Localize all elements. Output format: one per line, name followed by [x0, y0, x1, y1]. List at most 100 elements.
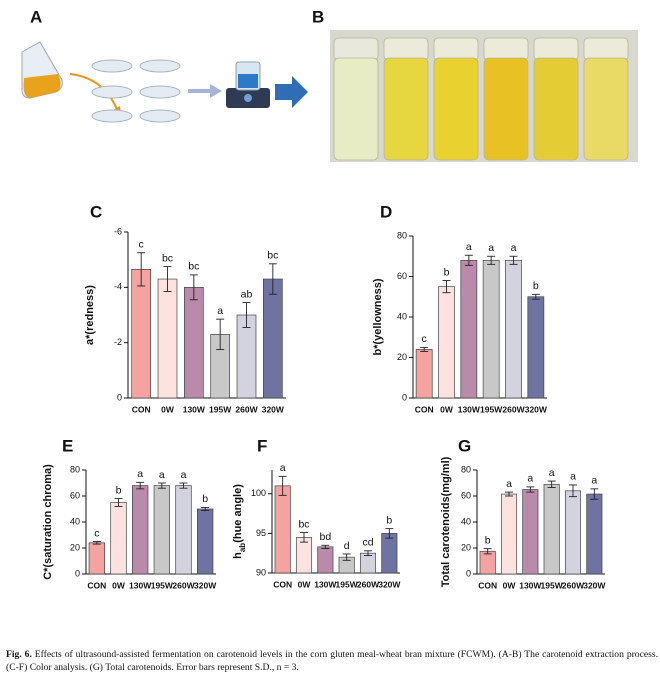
panel-label: F — [257, 436, 267, 455]
y-tick-label: -6 — [114, 226, 122, 236]
y-tick-label: 90 — [256, 567, 266, 577]
error-bar — [201, 506, 210, 512]
significance-letter: a — [466, 241, 472, 253]
caption-label: Fig. 6. — [6, 649, 32, 660]
panel-label: G — [458, 436, 471, 455]
error-bar — [364, 550, 372, 557]
bar — [184, 286, 204, 399]
x-tick-label: 320W — [194, 580, 217, 590]
error-bar — [526, 486, 535, 493]
bar — [460, 259, 478, 399]
panel-label: B — [312, 7, 324, 26]
bar — [586, 493, 603, 575]
bar — [522, 489, 539, 575]
y-axis-label: hab(hue angle) — [232, 484, 247, 559]
y-axis-label: Total carotenoids(mg/ml) — [440, 456, 452, 587]
y-axis-label-part: a*(redness) — [84, 285, 96, 345]
bar — [153, 485, 170, 575]
significance-letter: bc — [188, 261, 199, 273]
extraction-schematic — [21, 41, 308, 123]
y-tick-label: 80 — [461, 464, 471, 474]
y-tick-label: 60 — [70, 490, 80, 500]
significance-letter: b — [485, 534, 491, 546]
y-axis-label: C*(saturation chroma) — [42, 464, 54, 580]
error-bar — [189, 274, 198, 301]
significance-letter: a — [280, 462, 286, 474]
significance-letter: b — [202, 493, 208, 505]
significance-letter: cd — [362, 537, 373, 549]
error-bar — [268, 263, 277, 295]
bar — [415, 349, 433, 399]
x-tick-label: 0W — [503, 580, 517, 590]
error-bar — [92, 541, 101, 545]
significance-letter: ab — [241, 288, 253, 300]
x-tick-label: 320W — [525, 404, 548, 414]
y-tick-label: 40 — [461, 516, 471, 526]
bar — [527, 296, 545, 399]
error-bar — [531, 293, 540, 300]
error-bar — [342, 553, 351, 561]
y-tick-label: 95 — [256, 528, 266, 538]
x-tick-label: 260W — [562, 580, 585, 590]
significance-letter: b — [386, 514, 392, 526]
panel-label: A — [30, 7, 42, 26]
significance-letter: bc — [298, 518, 309, 530]
y-tick-label: -2 — [114, 337, 122, 347]
error-bar — [321, 544, 330, 549]
significance-letter: bd — [319, 531, 331, 543]
error-bar — [179, 482, 188, 489]
error-bar — [464, 254, 473, 266]
x-tick-label: 260W — [235, 404, 258, 414]
significance-letter: a — [137, 468, 143, 480]
x-tick-label: 195W — [151, 580, 174, 590]
y-tick-label: 60 — [397, 271, 407, 281]
bar — [505, 259, 522, 399]
significance-letter: a — [527, 473, 533, 485]
significance-letter: a — [488, 242, 494, 254]
x-tick-label: 0W — [298, 579, 312, 589]
vials-photo — [330, 30, 638, 162]
significance-letter: d — [344, 540, 350, 552]
bar — [500, 493, 518, 575]
y-tick-label: 20 — [397, 352, 407, 362]
error-bar — [300, 532, 308, 543]
x-tick-label: 320W — [262, 404, 285, 414]
panel-label: C — [90, 202, 102, 221]
bar — [564, 490, 582, 575]
x-tick-label: CON — [415, 404, 434, 414]
error-bar — [163, 266, 172, 292]
significance-letter: b — [116, 484, 122, 496]
y-tick-label: 20 — [461, 542, 471, 552]
significance-letter: a — [591, 475, 597, 487]
x-tick-label: 320W — [378, 579, 401, 589]
x-tick-label: 130W — [519, 580, 542, 590]
x-tick-label: 260W — [172, 580, 195, 590]
bar — [479, 550, 496, 575]
bar — [197, 508, 214, 575]
error-bar — [569, 484, 577, 498]
error-bar — [509, 255, 518, 265]
significance-letter: a — [506, 478, 512, 490]
significance-letter: c — [139, 239, 144, 251]
error-bar — [242, 302, 251, 328]
y-tick-label: 20 — [70, 542, 80, 552]
error-bar — [136, 481, 145, 490]
caption-text: Effects of ultrasound-assisted fermentat… — [6, 649, 658, 673]
bar — [88, 542, 105, 575]
x-tick-label: 260W — [502, 404, 525, 414]
caption: Fig. 6. Effects of ultrasound-assisted f… — [6, 648, 658, 674]
x-tick-label: 130W — [314, 579, 337, 589]
bar — [381, 533, 398, 574]
y-tick-label: 40 — [70, 516, 80, 526]
y-tick-label: 100 — [251, 488, 266, 498]
error-bar — [114, 498, 123, 507]
error-bar — [547, 480, 556, 488]
bar — [438, 286, 455, 399]
x-tick-label: CON — [273, 579, 292, 589]
x-tick-label: 130W — [129, 580, 152, 590]
x-tick-label: CON — [478, 580, 497, 590]
x-tick-label: CON — [87, 580, 106, 590]
significance-letter: c — [94, 527, 99, 539]
